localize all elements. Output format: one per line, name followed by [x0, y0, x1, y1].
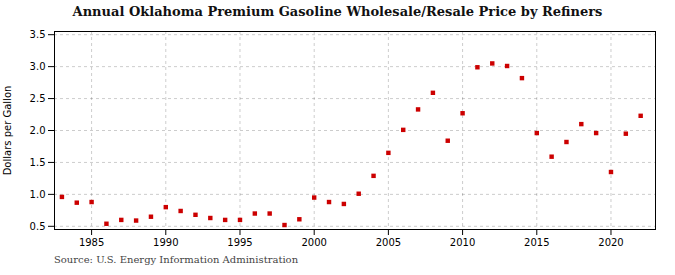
svg-text:1.5: 1.5	[30, 157, 46, 168]
html-text:Annual Oklahoma Premium Gasoli: Annual Oklahoma Premium Gasoline Wholesa…	[72, 4, 603, 19]
svg-text:1.0: 1.0	[30, 189, 46, 200]
svg-text:3.0: 3.0	[30, 61, 46, 72]
svg-text:Dollars per Gallon: Dollars per Gallon	[2, 86, 13, 176]
html-text:Source: U.S. Energy Informatio: Source: U.S. Energy Information Administ…	[54, 254, 299, 265]
svg-text:2020: 2020	[598, 237, 623, 248]
svg-text:2000: 2000	[301, 237, 326, 248]
svg-text:2.5: 2.5	[30, 93, 46, 104]
svg-text:2010: 2010	[450, 237, 475, 248]
svg-text:1990: 1990	[153, 237, 178, 248]
svg-text:2015: 2015	[524, 237, 549, 248]
svg-text:3.5: 3.5	[30, 29, 46, 40]
svg-text:2.0: 2.0	[30, 125, 46, 136]
svg-text:1995: 1995	[227, 237, 252, 248]
svg-text:1985: 1985	[79, 237, 104, 248]
svg-text:2005: 2005	[376, 237, 401, 248]
svg-text:0.5: 0.5	[30, 221, 46, 232]
